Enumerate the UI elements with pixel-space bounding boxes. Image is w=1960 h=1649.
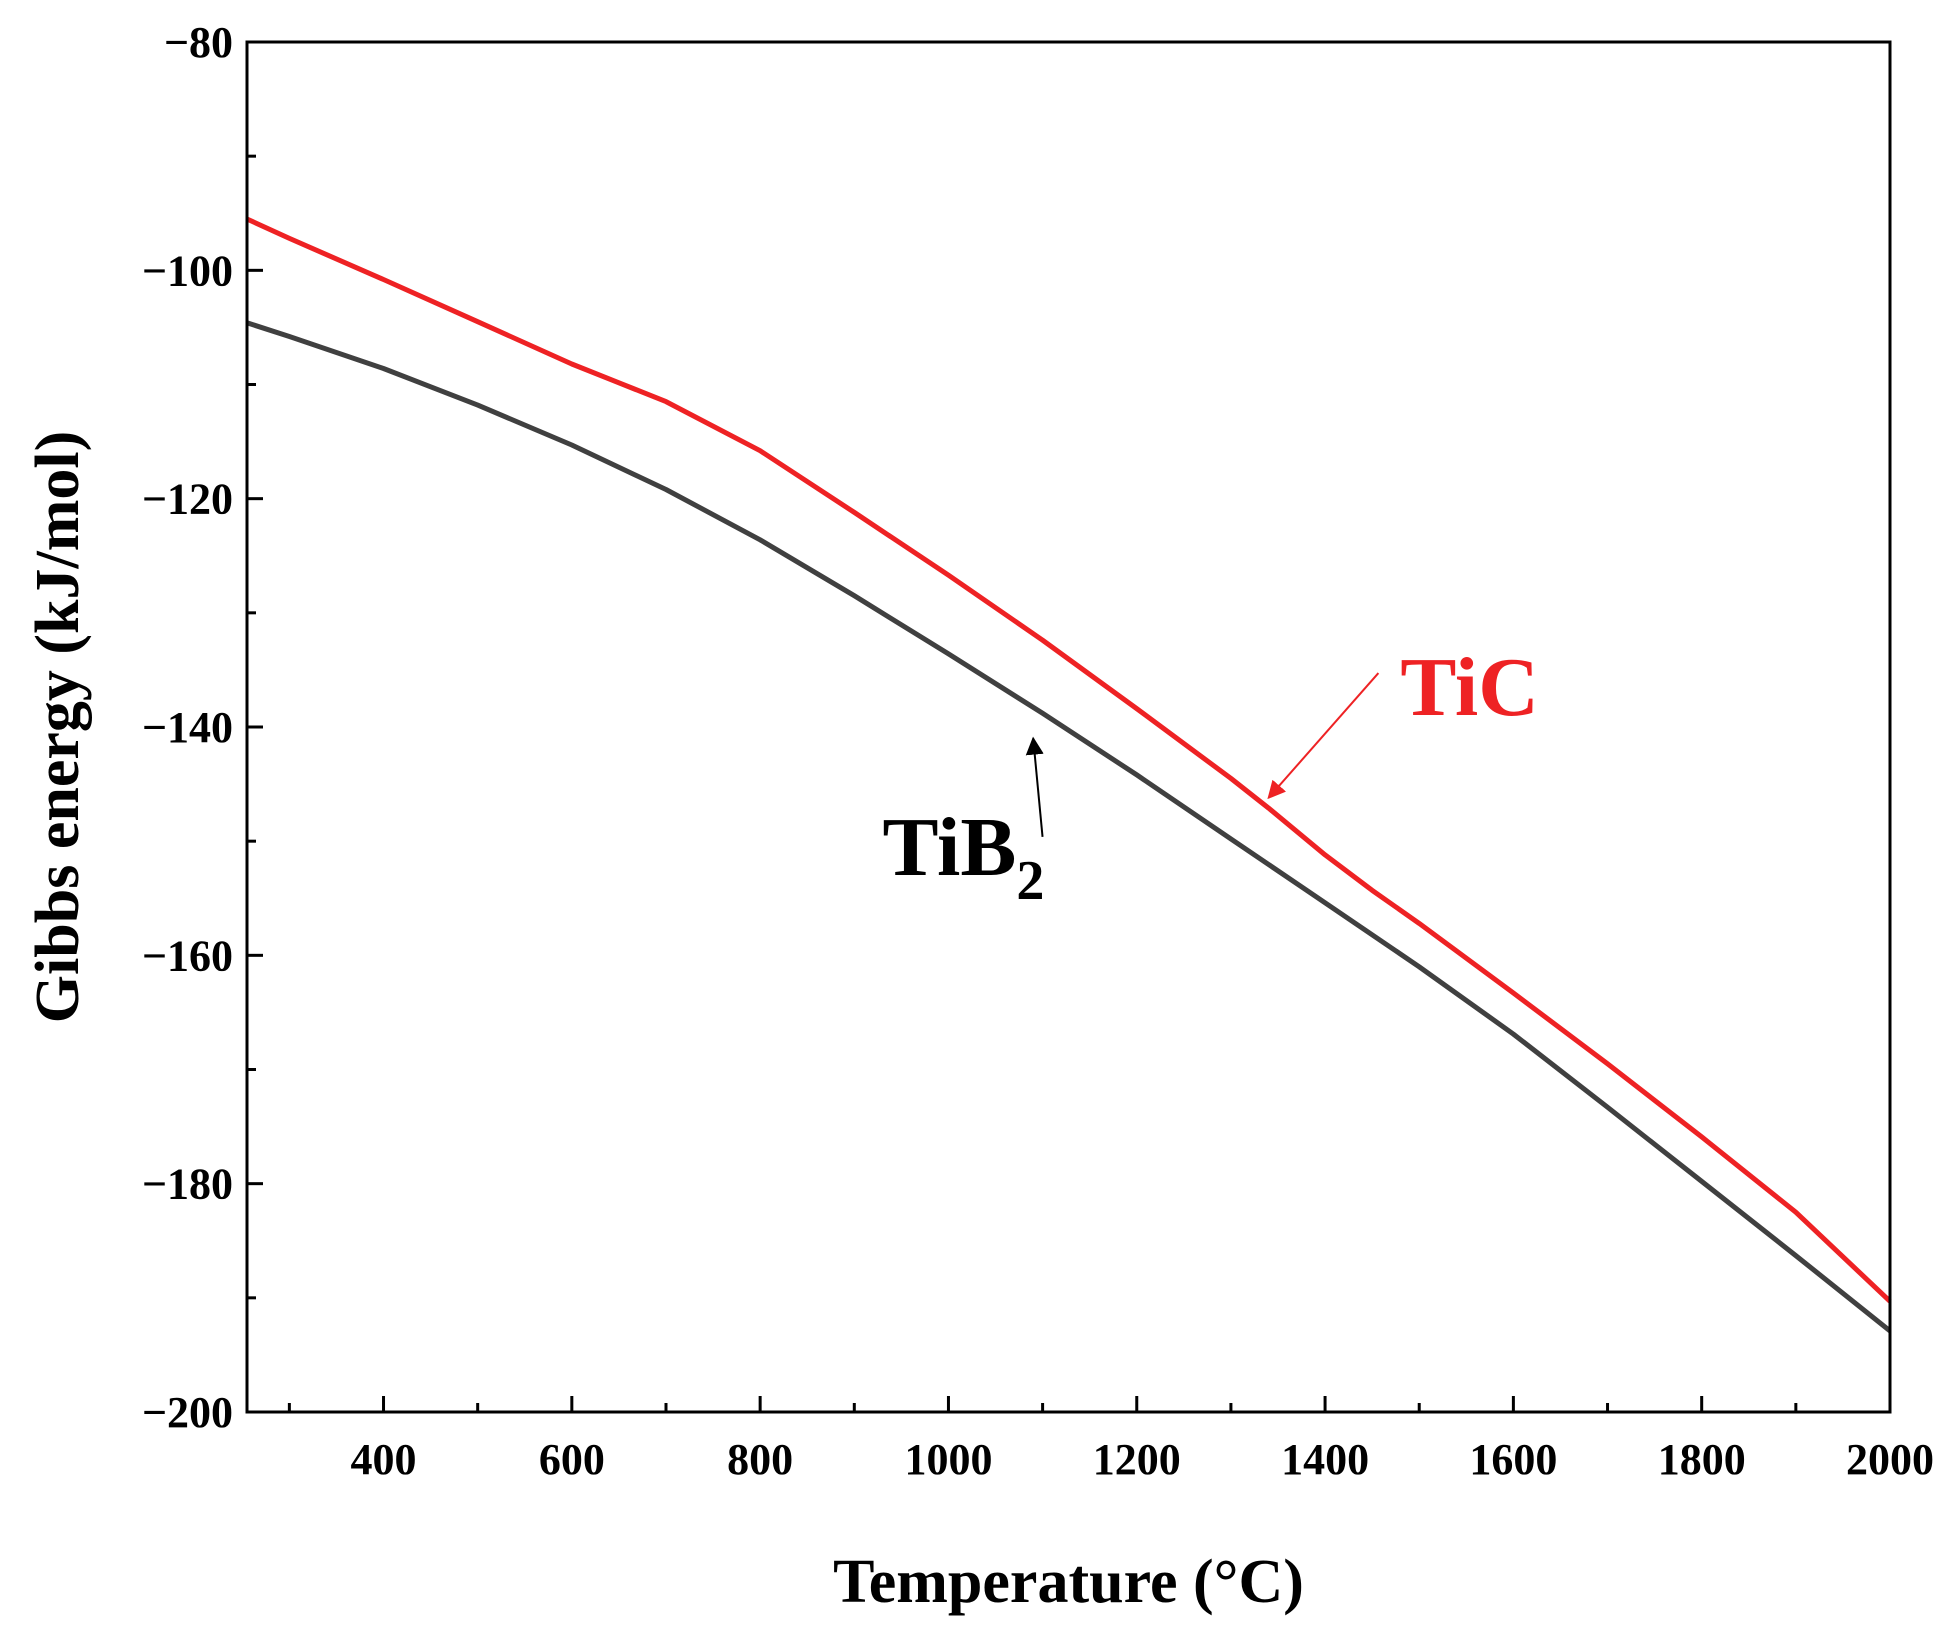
x-tick-label: 1600 bbox=[1469, 1435, 1557, 1484]
series-line-tic bbox=[245, 216, 1892, 1304]
y-tick-label: −80 bbox=[164, 18, 233, 67]
plot-frame bbox=[245, 40, 1892, 1414]
tib2-arrow bbox=[1025, 736, 1044, 837]
y-tick-label: −100 bbox=[142, 246, 233, 295]
annotation-text: TiB bbox=[883, 801, 1017, 894]
x-tick-label: 2000 bbox=[1846, 1435, 1934, 1484]
tic-arrow bbox=[1267, 672, 1380, 800]
annotations: TiC TiB2 bbox=[883, 641, 1539, 912]
y-tick-label: −200 bbox=[142, 1388, 233, 1437]
x-tick-label: 1000 bbox=[904, 1435, 992, 1484]
x-tick-label: 1400 bbox=[1281, 1435, 1369, 1484]
series-lines bbox=[245, 216, 1892, 1333]
series-line-tib2 bbox=[246, 320, 1892, 1333]
annotation-text: TiC bbox=[1400, 641, 1539, 734]
x-tick-label: 600 bbox=[539, 1435, 605, 1484]
x-tick-label: 1800 bbox=[1658, 1435, 1746, 1484]
y-tick-labels: −80 −100 −120 −140 −160 −180 −200 bbox=[142, 18, 233, 1437]
y-tick-label: −140 bbox=[142, 703, 233, 752]
x-tick-label: 400 bbox=[351, 1435, 417, 1484]
x-tick-label: 1200 bbox=[1093, 1435, 1181, 1484]
y-tick-label: −160 bbox=[142, 931, 233, 980]
x-axis-title: Temperature (°C) bbox=[833, 1548, 1304, 1616]
y-axis-title: Gibbs energy (kJ/mol) bbox=[24, 431, 92, 1023]
annotation-subscript: 2 bbox=[1016, 850, 1044, 912]
tic-label: TiC bbox=[1400, 641, 1539, 734]
axis-ticks bbox=[247, 40, 1892, 1414]
x-tick-label: 800 bbox=[727, 1435, 793, 1484]
y-tick-label: −180 bbox=[142, 1160, 233, 1209]
y-tick-label: −120 bbox=[142, 475, 233, 524]
x-tick-labels: 400 600 800 1000 1200 1400 1600 1800 2000 bbox=[351, 1435, 1934, 1484]
tib2-label: TiB2 bbox=[883, 801, 1045, 912]
